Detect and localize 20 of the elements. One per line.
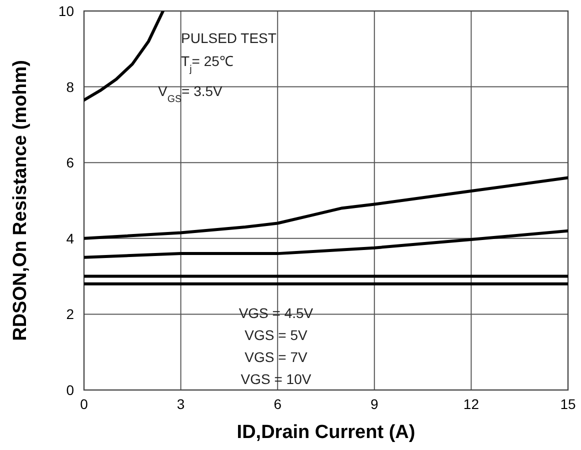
y-tick-label: 10: [58, 3, 74, 19]
y-tick-label: 0: [66, 382, 74, 398]
x-tick-label: 12: [463, 396, 480, 412]
x-tick-label: 6: [274, 396, 282, 412]
x-axis-title: ID,Drain Current (A): [236, 422, 416, 443]
annotation: VGS = 7V: [244, 349, 308, 365]
y-axis-title: RDSON,On Resistance (mohm): [10, 60, 31, 341]
annotation: PULSED TEST: [181, 30, 277, 46]
y-tick-label: 8: [66, 78, 74, 95]
x-tick-label: 3: [176, 396, 185, 412]
y-tick-label: 6: [66, 154, 74, 171]
y-tick-label: 2: [66, 306, 74, 322]
x-tick-label: 0: [80, 396, 88, 412]
annotation: VGS = 5V: [244, 327, 308, 343]
x-tick-label: 15: [560, 396, 576, 412]
annotation: T$_{j}$= 25℃: [181, 53, 234, 74]
line-series: [84, 176, 568, 240]
x-tick-label: 9: [370, 396, 378, 412]
line-series: [84, 229, 568, 259]
y-tick-label: 4: [66, 230, 74, 246]
